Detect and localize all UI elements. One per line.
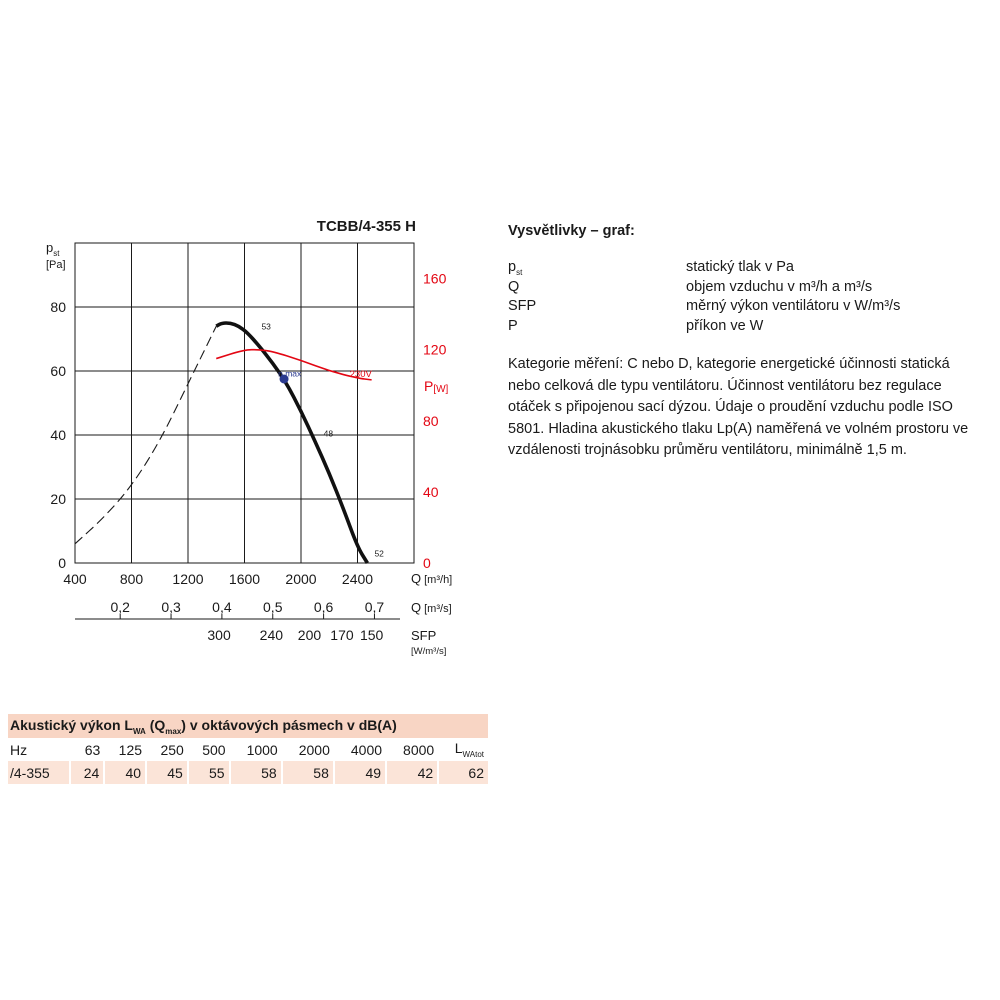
y-axis-ticks: 0 20 40 60 80 [50,299,66,571]
header-cell: Hz [10,741,28,758]
pressure-curve [215,321,369,564]
sfp-axis-ticks: 300 240 200 170 150 [207,627,383,643]
efficiency-label: 52 [374,549,384,559]
eta-max-label: η max [278,368,302,378]
header-cell: 125 [118,741,143,758]
x-secondary-tick-label: 0,4 [212,599,232,615]
y2-tick-label: 80 [423,413,439,429]
value-cell: 49 [333,761,388,784]
header-cell: 1000 [246,741,278,758]
legend-symbol: P [508,317,518,334]
y2-axis-ticks: 0 40 80 120 160 [423,271,447,571]
y-tick-label: 0 [58,555,66,571]
performance-chart: TCBB/4-355 H 0 20 40 60 80 0 40 80 120 160 400 80… [46,218,452,657]
power-curve-label: 230V [350,369,373,380]
legend-symbol: pst [508,259,523,277]
legend-description: příkon ve W [686,317,764,334]
y-axis-unit: [Pa] [46,259,66,271]
legend-row-q: Q objem vzduchu v m³/h a m³/s [508,278,978,298]
legend-title: Vysvětlivky – graf: [508,223,635,239]
y-tick-label: 60 [50,363,66,379]
header-cell: 8000 [403,741,435,758]
chart-grid [75,243,414,563]
legend-description: objem vzduchu v m³/h a m³/s [686,278,873,295]
value-cell: 58 [281,761,335,784]
unstable-region-curve [74,325,217,545]
value-cell: 24 [70,761,106,784]
acoustic-header-row: Hz 63 125 250 500 1000 2000 4000 8000 LW… [8,738,488,761]
legend-row-sfp: SFP měrný výkon ventilátoru v W/m³/s [508,297,978,317]
x-secondary-tick-label: 0,5 [263,599,283,615]
legend-description: měrný výkon ventilátoru v W/m³/s [686,298,901,314]
y-axis-label: pst [46,240,60,258]
sfp-tick-label: 300 [207,627,231,643]
acoustic-title: Akustický výkon LWA (Qmax) v oktávových … [8,714,488,738]
x-axis-ticks: 400 800 1200 1600 2000 2400 [63,571,373,587]
sfp-tick-label: 200 [298,627,322,643]
graph-legend: Vysvětlivky – graf: pst statický tlak v … [508,222,978,462]
value-cell: 40 [104,761,148,784]
x-tick-label: 2400 [342,571,373,587]
chart-series: 230V [74,321,373,564]
y2-tick-label: 160 [423,271,447,287]
y2-tick-label: 40 [423,484,439,500]
x-tick-label: 400 [63,571,87,587]
header-cell: 500 [202,741,226,758]
x-axis-secondary-ticks: 0,2 0,3 0,4 0,5 0,6 0,7 [110,599,384,619]
x-tick-label: 2000 [285,571,316,587]
acoustic-table: Akustický výkon LWA (Qmax) v oktávových … [8,714,488,784]
legend-row-p: P příkon ve W [508,317,978,337]
x-secondary-tick-label: 0,7 [365,599,385,615]
y-tick-label: 80 [50,299,66,315]
power-curve [216,348,372,381]
x-axis-label: Q [m³/h] [411,571,452,586]
header-cell-total: LWAtot [454,740,484,759]
sfp-axis-label: SFP [411,628,436,643]
legend-row-pst: pst statický tlak v Pa [508,258,978,278]
header-cell: 2000 [298,741,330,758]
measurement-note: Kategorie měření: C nebo D, kategorie en… [508,356,969,458]
y2-tick-label: 120 [423,342,447,358]
header-cell: 4000 [350,741,383,758]
x-axis-secondary-label: Q [m³/s] [411,600,452,615]
x-tick-label: 1200 [172,571,203,587]
value-cell-total: 62 [438,761,488,784]
legend-symbol: Q [508,278,520,295]
value-cell: 42 [386,761,440,784]
sfp-axis-unit: [W/m³/s] [411,646,446,657]
header-cell: 250 [160,741,184,758]
plot-frame [74,242,415,564]
value-cell: 55 [187,761,231,784]
y2-axis-label: P[W] [424,378,449,395]
chart-annotations: 53 η max 48 52 [261,321,384,558]
y2-tick-label: 0 [423,555,431,571]
value-cell: 45 [146,761,189,784]
efficiency-label: 48 [324,429,334,439]
row-label: /4-355 [8,761,72,784]
sfp-tick-label: 170 [330,627,354,643]
legend-rows: pst statický tlak v Pa Q objem vzduchu v… [508,258,978,336]
acoustic-title-row: Akustický výkon LWA (Qmax) v oktávových … [8,714,488,738]
x-secondary-tick-label: 0,2 [110,599,130,615]
efficiency-label: 53 [261,321,271,331]
sfp-tick-label: 150 [360,627,384,643]
eta-max-marker [279,374,289,384]
x-secondary-tick-label: 0,3 [161,599,181,615]
chart-title: TCBB/4-355 H [317,218,416,235]
acoustic-power-table: Akustický výkon LWA (Qmax) v oktávových … [8,714,488,784]
legend-description: statický tlak v Pa [686,259,794,275]
legend-symbol: SFP [508,298,537,314]
x-tick-label: 800 [120,571,144,587]
x-tick-label: 1600 [229,571,260,587]
y-tick-label: 20 [50,491,66,507]
x-secondary-tick-label: 0,6 [314,599,334,615]
y-tick-label: 40 [50,427,66,443]
header-cell: 63 [84,741,101,758]
value-cell: 58 [229,761,283,784]
sfp-tick-label: 240 [260,627,284,643]
acoustic-value-row: /4-355 24 40 45 55 58 58 49 42 62 [8,761,488,784]
